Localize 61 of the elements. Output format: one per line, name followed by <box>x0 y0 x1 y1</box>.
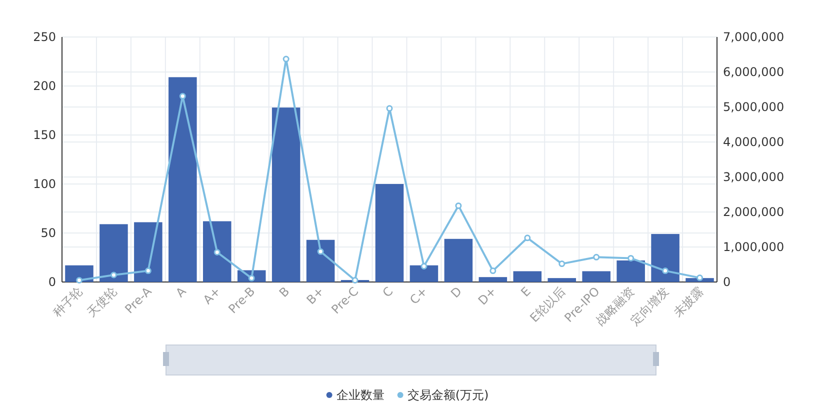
x-tick-label: B+ <box>304 284 327 308</box>
bar <box>134 222 162 282</box>
x-tick-label: C <box>380 284 396 300</box>
y-tick-label: 250 <box>33 30 56 44</box>
x-tick-label: B <box>276 284 292 300</box>
bar <box>513 271 542 282</box>
legend-label: 交易金额(万元) <box>407 388 489 402</box>
bar <box>410 265 438 282</box>
y-tick-label: 150 <box>33 128 56 142</box>
x-tick-label: D+ <box>476 284 500 308</box>
point <box>420 263 428 270</box>
point <box>179 92 186 100</box>
point <box>282 56 290 62</box>
x-tick-label: 未披露 <box>670 284 706 320</box>
point <box>524 234 531 242</box>
bar <box>478 277 508 282</box>
bar <box>444 238 473 282</box>
point <box>490 268 496 274</box>
point <box>628 254 634 262</box>
x-tick-label: C+ <box>407 284 430 308</box>
x-tick-label: E <box>518 284 534 300</box>
bar <box>100 224 128 282</box>
point <box>110 272 117 278</box>
y2-tick-label: 3,000,000 <box>723 170 784 184</box>
x-tick-label: 天使轮 <box>84 284 120 320</box>
y2-tick-label: 2,000,000 <box>723 205 784 219</box>
y2-tick-label: 0 <box>723 275 731 289</box>
point <box>352 277 358 284</box>
point <box>558 260 566 268</box>
legend-label: 企业数量 <box>336 388 384 402</box>
bar <box>616 260 645 282</box>
bar <box>272 108 300 282</box>
bar <box>202 221 232 282</box>
bar <box>651 234 680 282</box>
point <box>662 268 669 274</box>
point <box>317 248 324 255</box>
bar <box>582 271 610 282</box>
point <box>593 254 600 260</box>
bar <box>548 278 576 282</box>
bar <box>375 184 404 282</box>
y-tick-label: 50 <box>40 226 56 240</box>
bar <box>306 240 335 282</box>
y2-tick-label: 5,000,000 <box>723 100 784 114</box>
y-tick-label: 0 <box>48 275 56 289</box>
point <box>214 249 220 256</box>
y-tick-label: 100 <box>33 177 56 191</box>
y2-tick-label: 4,000,000 <box>723 135 784 149</box>
point <box>144 268 152 274</box>
y2-tick-label: 6,000,000 <box>723 65 784 79</box>
bar <box>168 77 197 282</box>
point <box>455 202 462 209</box>
point <box>386 105 393 112</box>
x-tick-label: A+ <box>200 284 224 308</box>
y2-tick-label: 1,000,000 <box>723 240 784 254</box>
x-tick-label: D <box>448 284 465 301</box>
point <box>76 277 82 284</box>
y-tick-label: 200 <box>33 79 56 93</box>
point <box>696 274 704 282</box>
point <box>248 274 255 282</box>
y2-tick-label: 7,000,000 <box>723 30 784 44</box>
x-tick-label: A <box>173 284 190 300</box>
